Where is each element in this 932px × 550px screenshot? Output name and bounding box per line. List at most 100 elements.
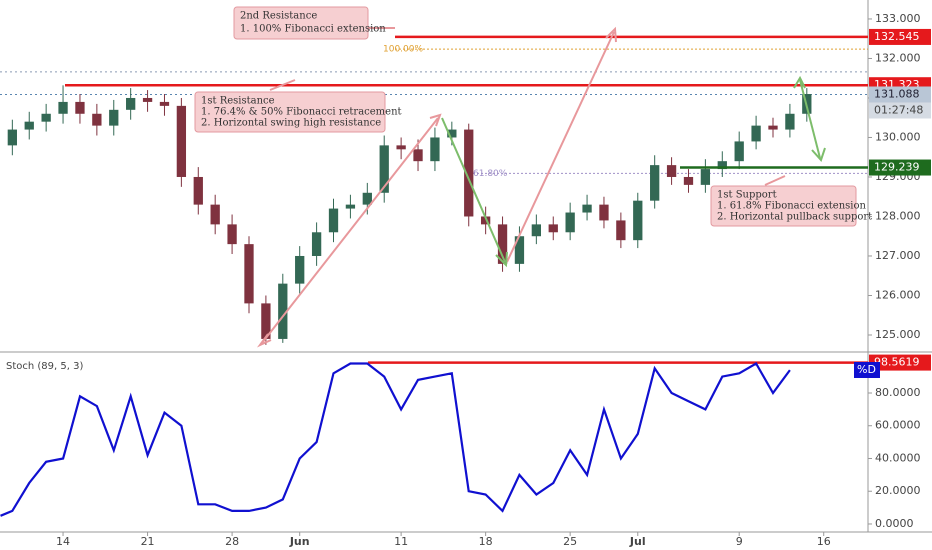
candle-body bbox=[92, 113, 102, 126]
candle-body bbox=[126, 97, 136, 110]
x-tick-label: 28 bbox=[225, 535, 239, 548]
candle-body bbox=[227, 224, 237, 245]
candle-body bbox=[379, 145, 389, 193]
annotation-text: 2. Horizontal swing high resistance bbox=[201, 118, 381, 129]
candle-body bbox=[768, 125, 778, 130]
x-tick-label: Jun bbox=[289, 535, 310, 548]
candle-body bbox=[244, 244, 254, 304]
candle-body bbox=[497, 224, 508, 264]
annotation: 2nd Resistance 1. 100% Fibonacci extensi… bbox=[233, 6, 386, 40]
y-tick-label: 20.0000 bbox=[875, 484, 921, 497]
stoch-line bbox=[0, 361, 791, 517]
level-label-bg bbox=[869, 354, 931, 371]
candle-body bbox=[7, 129, 17, 146]
annotation-text: 1. 76.4% & 50% Fibonacci retracement bbox=[201, 107, 402, 118]
candle-body bbox=[464, 129, 474, 217]
candle-body bbox=[109, 109, 119, 126]
candle-body bbox=[24, 121, 34, 130]
candle-body bbox=[142, 97, 153, 102]
candle-body bbox=[531, 224, 541, 237]
candle-body bbox=[650, 165, 660, 201]
last-price-label-bg bbox=[869, 86, 931, 103]
candle-body bbox=[582, 204, 592, 213]
candle-body bbox=[396, 145, 406, 150]
candle-body bbox=[193, 176, 203, 205]
candle-body bbox=[295, 255, 305, 284]
y-tick-label: 127.000 bbox=[875, 249, 921, 262]
x-tick-label: 14 bbox=[56, 535, 70, 548]
candle-body bbox=[480, 216, 491, 225]
x-tick-label: 11 bbox=[394, 535, 408, 548]
marks: 100.00% 61.80% bbox=[0, 35, 868, 517]
fib-label: 61.80% bbox=[473, 169, 508, 179]
candle-body bbox=[565, 212, 575, 233]
candle-body bbox=[328, 208, 339, 233]
annotation: 1st Resistance 1. 76.4% & 50% Fibonacci … bbox=[194, 91, 402, 133]
x-tick-label: 9 bbox=[736, 535, 743, 548]
candle-body bbox=[514, 236, 525, 264]
x-tick-label: 18 bbox=[479, 535, 493, 548]
y-tick-label: 0.0000 bbox=[875, 517, 914, 530]
support-arrows bbox=[441, 75, 826, 268]
legend-bg bbox=[854, 362, 880, 378]
candle-body bbox=[362, 192, 372, 205]
level-label: 129.239 bbox=[874, 161, 920, 174]
candle-body bbox=[717, 161, 727, 170]
candle-body bbox=[751, 125, 761, 142]
candle-body bbox=[447, 129, 457, 138]
level-label-bg bbox=[869, 28, 931, 45]
candle-body bbox=[633, 200, 643, 241]
candle-body bbox=[261, 303, 271, 339]
y-tick-label: 126.000 bbox=[875, 288, 921, 301]
candle-body bbox=[75, 101, 85, 114]
candle-body bbox=[413, 149, 423, 162]
y-tick-label: 132.000 bbox=[875, 51, 921, 64]
candle-body bbox=[616, 220, 626, 241]
annotation: 1st Support 1. 61.8% Fibonacci extension… bbox=[710, 185, 872, 227]
candle-body bbox=[599, 204, 609, 221]
annotation-text: 2nd Resistance bbox=[240, 11, 317, 22]
candle-body bbox=[683, 176, 694, 185]
level-label: 132.545 bbox=[874, 30, 920, 43]
candle-body bbox=[311, 232, 322, 256]
y-tick-label: 80.0000 bbox=[875, 386, 921, 399]
candle-body bbox=[58, 101, 68, 114]
y-tick-label: 40.0000 bbox=[875, 451, 921, 464]
x-tick-label: 21 bbox=[141, 535, 155, 548]
level-label: 98.5619 bbox=[874, 356, 920, 369]
y-tick-label: 125.000 bbox=[875, 328, 921, 341]
candle-body bbox=[159, 101, 170, 106]
indicator-title: Stoch (89, 5, 3) bbox=[6, 361, 83, 372]
candle-body bbox=[210, 204, 220, 225]
y-tick-label: 130.000 bbox=[875, 130, 921, 143]
x-tick-label: 16 bbox=[817, 535, 831, 548]
annotation-text: 2. Horizontal pullback support bbox=[717, 212, 872, 223]
x-tick-label: 25 bbox=[563, 535, 577, 548]
resistance-arrows bbox=[256, 26, 786, 348]
candle-body bbox=[278, 283, 288, 339]
fib-label: 100.00% bbox=[383, 45, 423, 55]
candle-body bbox=[548, 224, 558, 233]
candle-body bbox=[430, 137, 440, 162]
annotation-text: 1. 100% Fibonacci extension bbox=[240, 24, 386, 35]
candle-body bbox=[734, 141, 744, 162]
candle-body bbox=[345, 204, 356, 209]
countdown-bg bbox=[869, 102, 931, 119]
annotation-text: 1. 61.8% Fibonacci extension bbox=[717, 201, 866, 212]
annotation-text: 1st Resistance bbox=[201, 96, 275, 107]
annotation-text: 1st Support bbox=[717, 190, 777, 201]
candle-body bbox=[700, 169, 711, 185]
candle-body bbox=[41, 113, 51, 122]
y-tick-label: 128.000 bbox=[875, 209, 921, 222]
x-tick-label: Jul bbox=[629, 535, 646, 548]
y-tick-label: 133.000 bbox=[875, 12, 921, 25]
countdown: 01:27:48 bbox=[874, 103, 923, 116]
candle-body bbox=[176, 105, 187, 177]
candle-body bbox=[666, 165, 677, 177]
y-tick-label: 60.0000 bbox=[875, 419, 921, 432]
last-price-label: 131.088 bbox=[874, 87, 920, 100]
legend-entry: %D bbox=[857, 363, 876, 376]
candle-body bbox=[785, 113, 795, 130]
